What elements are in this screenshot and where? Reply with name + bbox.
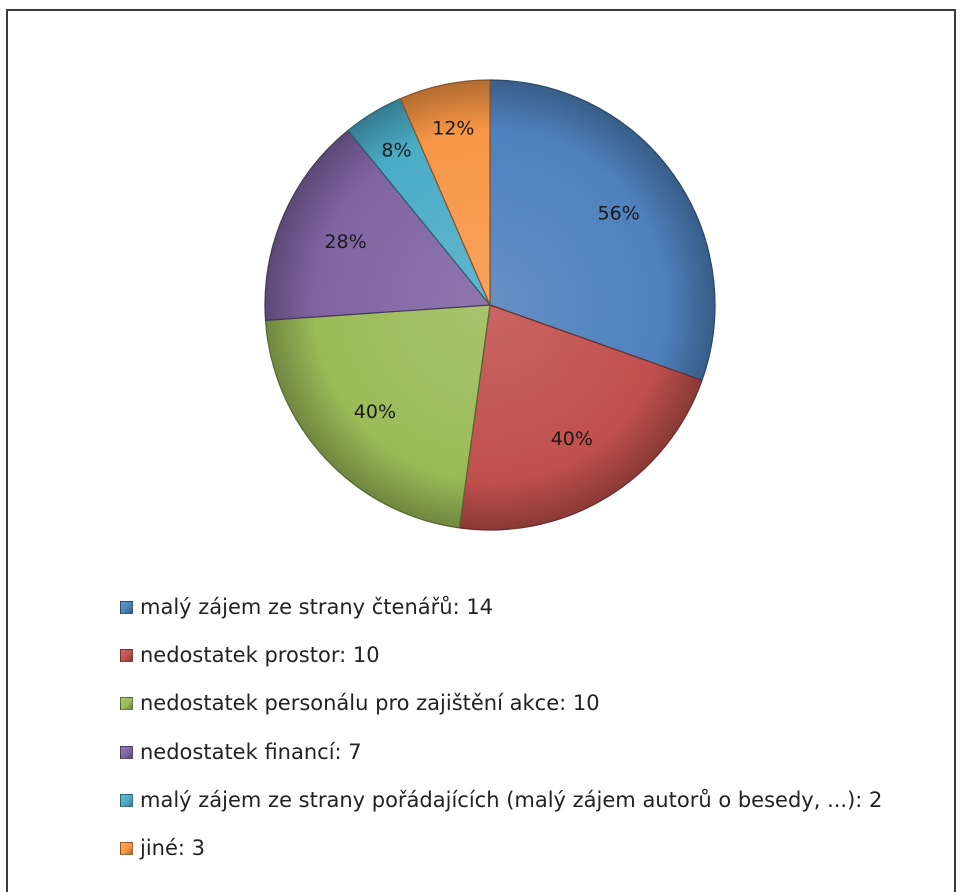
legend-swatch xyxy=(120,697,133,711)
legend-label: malý zájem ze strany pořádajících (malý … xyxy=(140,787,883,812)
legend-label: nedostatek personálu pro zajištění akce:… xyxy=(140,691,600,716)
pie-slice xyxy=(399,79,491,306)
legend-item: malý zájem ze strany čtenářů: 14 xyxy=(120,593,882,641)
pie-slices xyxy=(264,79,716,531)
pie-slice xyxy=(264,304,491,529)
slice-data-label: 28% xyxy=(324,231,366,253)
pie-slice xyxy=(458,304,703,531)
pie-slice xyxy=(264,129,492,321)
pie-data-labels: 56% 40% 40% 28% 8% 12% xyxy=(324,117,639,450)
legend-label: nedostatek prostor: 10 xyxy=(140,643,380,668)
legend-item: nedostatek personálu pro zajištění akce:… xyxy=(120,689,882,737)
chart-frame: 56% 40% 40% 28% 8% 12% malý zájem ze strany č… xyxy=(6,9,956,892)
pie-chart: 56% 40% 40% 28% 8% 12% xyxy=(264,79,716,531)
legend-item: nedostatek financí: 7 xyxy=(120,738,882,786)
slice-data-label: 56% xyxy=(598,203,640,225)
legend-label: malý zájem ze strany čtenářů: 14 xyxy=(140,595,494,619)
slice-data-label: 40% xyxy=(354,401,396,423)
legend-item: jiné: 3 xyxy=(120,834,882,882)
legend-item: malý zájem ze strany pořádajících (malý … xyxy=(120,786,882,834)
slice-data-label: 12% xyxy=(432,117,474,139)
legend-swatch xyxy=(120,601,133,614)
slice-data-label: 40% xyxy=(551,428,593,450)
legend-item: nedostatek prostor: 10 xyxy=(120,641,882,689)
legend-swatch xyxy=(120,745,133,759)
legend-label: jiné: 3 xyxy=(140,835,206,860)
legend-swatch xyxy=(120,649,133,663)
legend-label: nedostatek financí: 7 xyxy=(140,739,362,764)
legend: malý zájem ze strany čtenářů: 14 nedostat… xyxy=(120,593,882,882)
pie-slice xyxy=(489,79,716,382)
legend-swatch xyxy=(120,841,133,855)
legend-swatch xyxy=(120,793,133,807)
slice-data-label: 8% xyxy=(381,140,411,162)
